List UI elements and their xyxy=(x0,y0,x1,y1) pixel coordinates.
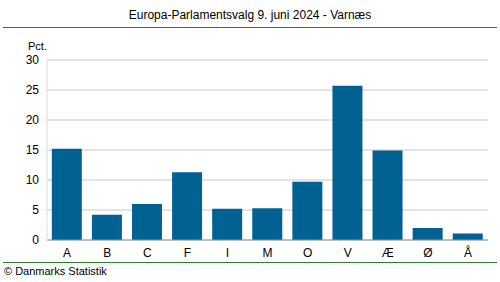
svg-text:15: 15 xyxy=(26,143,40,157)
svg-text:O: O xyxy=(303,246,312,260)
svg-text:Å: Å xyxy=(464,245,472,260)
svg-text:30: 30 xyxy=(26,53,40,67)
svg-text:F: F xyxy=(184,246,191,260)
svg-text:V: V xyxy=(344,246,352,260)
svg-text:A: A xyxy=(63,246,71,260)
svg-text:M: M xyxy=(263,246,273,260)
html-text:Europa-Parlamentsvalg 9. juni: Europa-Parlamentsvalg 9. juni 2024 - Var… xyxy=(128,8,372,22)
svg-text:25: 25 xyxy=(26,83,40,97)
svg-text:0: 0 xyxy=(32,233,39,247)
html-text:© Danmarks Statistik: © Danmarks Statistik xyxy=(4,265,107,277)
svg-text:5: 5 xyxy=(32,203,39,217)
svg-text:Ø: Ø xyxy=(423,246,432,260)
svg-text:20: 20 xyxy=(26,113,40,127)
svg-text:B: B xyxy=(103,246,111,260)
svg-text:10: 10 xyxy=(26,173,40,187)
html-text:Pct.: Pct. xyxy=(28,40,47,52)
svg-text:I: I xyxy=(226,246,229,260)
svg-text:C: C xyxy=(143,246,152,260)
svg-text:Æ: Æ xyxy=(382,246,394,260)
